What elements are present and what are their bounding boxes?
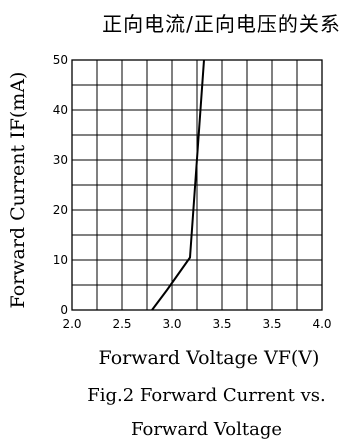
grid [72, 60, 322, 310]
x-tick-label: 2.0 [62, 317, 81, 331]
y-axis-label: Forward Current IF(mA) [7, 72, 29, 309]
chart-title: 正向电流/正向电压的关系 [102, 12, 341, 36]
y-tick-label: 20 [53, 203, 68, 217]
series-line [151, 59, 205, 311]
x-tick-label: 3.0 [162, 317, 181, 331]
y-tick-label: 0 [60, 303, 68, 317]
x-tick-label: 3.5 [212, 317, 231, 331]
figure-caption-line-1: Fig.2 Forward Current vs. [87, 385, 326, 406]
y-tick-label: 50 [53, 53, 68, 67]
y-tick-labels: 0 10 20 30 40 50 [53, 53, 68, 317]
x-tick-label: 4.0 [312, 317, 331, 331]
x-tick-label: 3.5 [262, 317, 281, 331]
figure-caption-line-2: Forward Voltage [130, 419, 282, 440]
y-tick-label: 10 [53, 253, 68, 267]
series-layer [151, 59, 205, 311]
x-axis-label: Forward Voltage VF(V) [99, 347, 320, 369]
x-tick-labels: 2.0 2.5 3.0 3.5 3.5 4.0 [62, 317, 331, 331]
y-tick-label: 30 [53, 153, 68, 167]
x-tick-label: 2.5 [112, 317, 131, 331]
y-tick-label: 40 [53, 103, 68, 117]
plot-area-frame [71, 59, 323, 311]
